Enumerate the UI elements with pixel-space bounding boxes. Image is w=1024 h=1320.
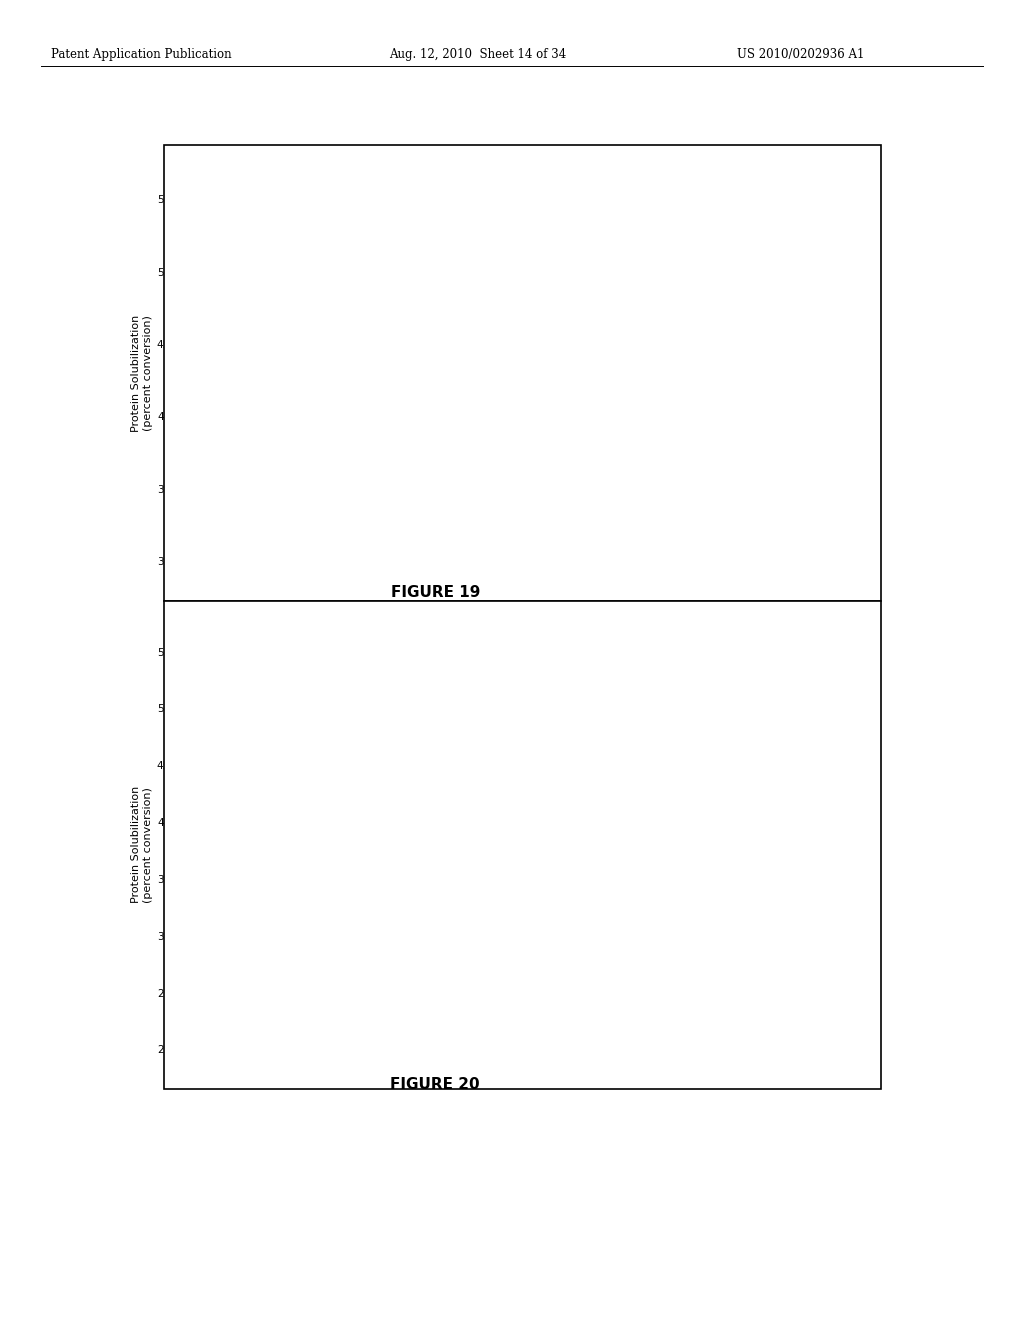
0 g/g <box>197 416 209 432</box>
Text: Aug. 12, 2010  Sheet 14 of 34: Aug. 12, 2010 Sheet 14 of 34 <box>389 48 566 61</box>
40 g/L <box>181 871 194 887</box>
0.2 <box>421 358 433 374</box>
Text: FIGURE 20: FIGURE 20 <box>390 1077 480 1092</box>
Line: 0.2: 0.2 <box>182 296 672 486</box>
0.1 <box>301 451 313 467</box>
0.4 <box>541 329 553 345</box>
0.4 <box>181 451 194 467</box>
0 g/g <box>301 337 313 352</box>
20 g/L <box>421 785 433 801</box>
X-axis label: Time (min): Time (min) <box>397 1074 473 1086</box>
80 g/L <box>662 768 674 784</box>
Line: 0.075: 0.075 <box>183 297 671 492</box>
20 g/L <box>301 808 313 824</box>
20 g/L <box>181 871 194 887</box>
0.05 <box>197 408 209 424</box>
0.1 <box>421 372 433 388</box>
0.2 <box>181 474 194 490</box>
0.05 <box>541 271 553 286</box>
40 g/L <box>541 711 553 727</box>
0.075 <box>197 408 209 424</box>
Line: 0.4: 0.4 <box>183 268 671 463</box>
40 g/L <box>662 689 674 705</box>
0.05 <box>662 249 674 265</box>
0.2 <box>301 372 313 388</box>
80 g/L <box>541 723 553 739</box>
X-axis label: Time (min): Time (min) <box>397 586 473 598</box>
0 g/g <box>181 459 194 475</box>
Line: 20 g/L: 20 g/L <box>183 779 671 882</box>
Y-axis label: Protein Solubilization
(percent conversion): Protein Solubilization (percent conversi… <box>131 314 153 432</box>
Line: 0.1: 0.1 <box>183 312 671 550</box>
60 g/L <box>181 894 194 909</box>
Text: FIGURE 19: FIGURE 19 <box>390 585 480 599</box>
0.1 <box>181 539 194 554</box>
Text: Patent Application Publication: Patent Application Publication <box>51 48 231 61</box>
20 g/L <box>197 866 209 882</box>
80 g/L <box>197 940 209 956</box>
60 g/L <box>662 684 674 700</box>
0.05 <box>181 466 194 482</box>
60 g/L <box>421 763 433 779</box>
60 g/L <box>541 677 553 693</box>
0.075 <box>541 293 553 309</box>
0.1 <box>662 308 674 323</box>
0.1 <box>197 459 209 475</box>
Legend: 20 g/L, 40 g/L, 60 g/L, 80 g/L: 20 g/L, 40 g/L, 60 g/L, 80 g/L <box>707 632 799 717</box>
0 g/g <box>662 285 674 301</box>
80 g/L <box>301 842 313 858</box>
Line: 60 g/L: 60 g/L <box>183 682 671 906</box>
Legend: 0 g/g, 0.05, 0.075, 0.1, 0.2, 0.4: 0 g/g, 0.05, 0.075, 0.1, 0.2, 0.4 <box>707 177 793 277</box>
0.075 <box>181 480 194 496</box>
0.05 <box>421 322 433 338</box>
Line: 40 g/L: 40 g/L <box>183 693 671 882</box>
20 g/L <box>662 775 674 791</box>
0.075 <box>662 300 674 315</box>
0 g/g <box>541 285 553 301</box>
0.2 <box>541 314 553 330</box>
20 g/L <box>541 775 553 791</box>
0.1 <box>541 322 553 338</box>
0.4 <box>662 264 674 280</box>
Line: 0.05: 0.05 <box>183 253 671 478</box>
0.075 <box>421 329 433 345</box>
0.2 <box>197 430 209 446</box>
0.4 <box>197 408 209 424</box>
0.2 <box>662 293 674 309</box>
0.4 <box>421 337 433 352</box>
0.075 <box>301 337 313 352</box>
60 g/L <box>197 758 209 774</box>
0.4 <box>301 408 313 424</box>
80 g/L <box>181 979 194 995</box>
60 g/L <box>301 780 313 796</box>
Line: 0 g/g: 0 g/g <box>183 290 671 470</box>
80 g/L <box>421 849 433 865</box>
0 g/g <box>421 329 433 345</box>
40 g/L <box>421 758 433 774</box>
Line: 80 g/L: 80 g/L <box>183 727 671 990</box>
40 g/L <box>301 842 313 858</box>
40 g/L <box>197 842 209 858</box>
0.05 <box>301 372 313 388</box>
Text: US 2010/0202936 A1: US 2010/0202936 A1 <box>737 48 864 61</box>
Y-axis label: Protein Solubilization
(percent conversion): Protein Solubilization (percent conversi… <box>131 787 153 903</box>
